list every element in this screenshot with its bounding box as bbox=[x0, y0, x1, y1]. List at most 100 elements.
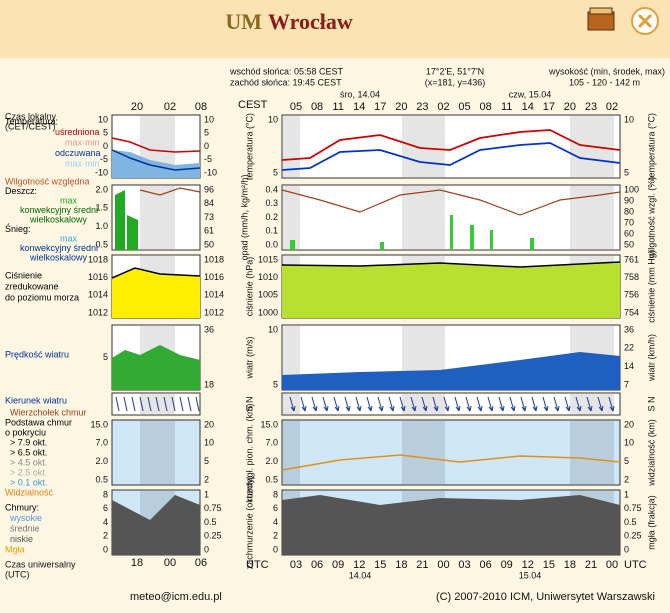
tick-label: 0.75 bbox=[624, 503, 642, 513]
legend-item: odczuwana bbox=[55, 148, 101, 158]
hour-label: 08 bbox=[311, 101, 323, 113]
tick-label: 10 bbox=[204, 114, 214, 124]
rain-bars bbox=[115, 190, 138, 250]
hour-label: 11 bbox=[332, 101, 343, 113]
grid-point: (x=181, y=436) bbox=[425, 77, 486, 87]
tick-label: 1016 bbox=[88, 272, 108, 282]
local-time-label: Czas lokalny bbox=[5, 111, 57, 121]
night-band bbox=[570, 394, 614, 414]
utc-hour-label: 15 bbox=[543, 559, 555, 571]
temp-line bbox=[281, 129, 621, 161]
wind-arrow bbox=[487, 396, 494, 412]
legend-item: Wilgotność względna bbox=[5, 176, 90, 186]
axis-label-right: temperatura (°C) bbox=[646, 113, 656, 180]
axis-label-left: S N bbox=[244, 396, 254, 411]
elevation: 105 - 120 - 142 m bbox=[569, 77, 640, 87]
tick-label: 1.5 bbox=[95, 203, 108, 213]
title-city: Wrocław bbox=[268, 9, 353, 34]
wind-arrow bbox=[553, 396, 560, 412]
tick-label: 4 bbox=[273, 517, 278, 527]
legend-item: > 4.5 okt. bbox=[10, 457, 47, 467]
sunrise: wschód słońca: 05:58 CEST bbox=[229, 66, 344, 76]
tick-label: 10 bbox=[98, 114, 108, 124]
wind-arrow bbox=[454, 396, 461, 412]
hour-label: 05 bbox=[458, 101, 470, 113]
tick-label: 7.0 bbox=[95, 438, 108, 448]
legend-item: Mgła bbox=[5, 544, 25, 554]
tick-label: 15.0 bbox=[260, 419, 278, 429]
tick-label: 6 bbox=[103, 503, 108, 513]
utc-day-label: 14.04 bbox=[349, 570, 372, 580]
night-band bbox=[283, 421, 300, 484]
tick-label: 0 bbox=[204, 141, 209, 151]
hour-label: 20 bbox=[564, 101, 576, 113]
close-button[interactable] bbox=[631, 7, 659, 35]
wind-arrow bbox=[608, 396, 615, 412]
wind-arrow bbox=[115, 396, 120, 412]
wind-arrow bbox=[377, 396, 384, 412]
utc-label: UTC bbox=[624, 559, 647, 571]
legend-item: niskie bbox=[10, 534, 33, 544]
legend-item: Chmury: bbox=[5, 502, 39, 512]
utc-hour-label: 12 bbox=[353, 559, 365, 571]
utc-time-label: (UTC) bbox=[5, 569, 30, 579]
tick-label: 5 bbox=[204, 456, 209, 466]
tick-label: 0.5 bbox=[204, 517, 217, 527]
tick-label: 1 bbox=[624, 489, 629, 499]
axis-label-left: rozciągł. pion. chm. (km) bbox=[244, 403, 254, 501]
legend-item: konwekcyjny średni bbox=[20, 205, 98, 215]
clouds-fill bbox=[112, 495, 200, 555]
hour-label: 02 bbox=[606, 101, 618, 113]
tick-label: 0.25 bbox=[204, 531, 222, 541]
tick-label: 10 bbox=[624, 114, 634, 124]
tick-label: 756 bbox=[624, 290, 639, 300]
wind-arrow bbox=[575, 396, 582, 412]
axis-label-right: S N bbox=[646, 396, 656, 411]
wind-arrow bbox=[410, 396, 417, 412]
legend-item: Prędkość wiatru bbox=[5, 349, 69, 359]
hour-label: 08 bbox=[480, 101, 492, 113]
temp-line bbox=[111, 137, 201, 153]
legend-item: konwekcyjny średni bbox=[20, 243, 98, 253]
panel bbox=[111, 184, 201, 251]
panel bbox=[281, 114, 621, 179]
hour-label: 02 bbox=[437, 101, 449, 113]
wind-arrow bbox=[333, 396, 340, 412]
tick-label: 0 bbox=[103, 141, 108, 151]
day-label: czw, 15.04 bbox=[509, 89, 552, 99]
wind-arrow bbox=[520, 396, 527, 412]
tick-label: 36 bbox=[624, 324, 634, 334]
tick-label: 0 bbox=[103, 544, 108, 554]
tick-label: 90 bbox=[624, 195, 634, 205]
tick-label: 2.0 bbox=[95, 184, 108, 194]
pressure-line bbox=[281, 261, 621, 268]
wind-arrow bbox=[597, 396, 604, 412]
tick-label: 2.0 bbox=[265, 456, 278, 466]
box-icon[interactable] bbox=[587, 7, 615, 31]
tick-label: 70 bbox=[624, 217, 634, 227]
hour-label: 05 bbox=[290, 101, 302, 113]
wind-arrow bbox=[465, 396, 472, 412]
tick-label: 22 bbox=[624, 343, 634, 353]
tick-label: 0.4 bbox=[265, 184, 278, 194]
wind-arrow bbox=[344, 396, 351, 412]
tick-label: -10 bbox=[95, 167, 108, 177]
tick-label: 7.0 bbox=[265, 438, 278, 448]
tick-label: 0.5 bbox=[95, 239, 108, 249]
legend-item: Deszcz: bbox=[5, 186, 37, 196]
hour-label: 11 bbox=[501, 101, 512, 113]
day-label: śro, 14.04 bbox=[340, 89, 380, 99]
tick-label: 1014 bbox=[88, 290, 108, 300]
email: meteo@icm.edu.pl bbox=[130, 591, 222, 603]
night-band bbox=[283, 116, 300, 177]
tick-label: 1 bbox=[204, 489, 209, 499]
wind-arrow bbox=[171, 396, 176, 412]
precip-bars bbox=[290, 215, 534, 250]
utc-hour-label: 00 bbox=[437, 559, 449, 571]
copyright: (C) 2007-2010 ICM, Uniwersytet Warszawsk… bbox=[436, 591, 655, 603]
utc-hour-label: 09 bbox=[501, 559, 513, 571]
wind-arrow bbox=[476, 396, 483, 412]
tick-label: 5 bbox=[273, 167, 278, 177]
utc-hour-label: 09 bbox=[332, 559, 344, 571]
small-hour: 02 bbox=[164, 101, 176, 113]
